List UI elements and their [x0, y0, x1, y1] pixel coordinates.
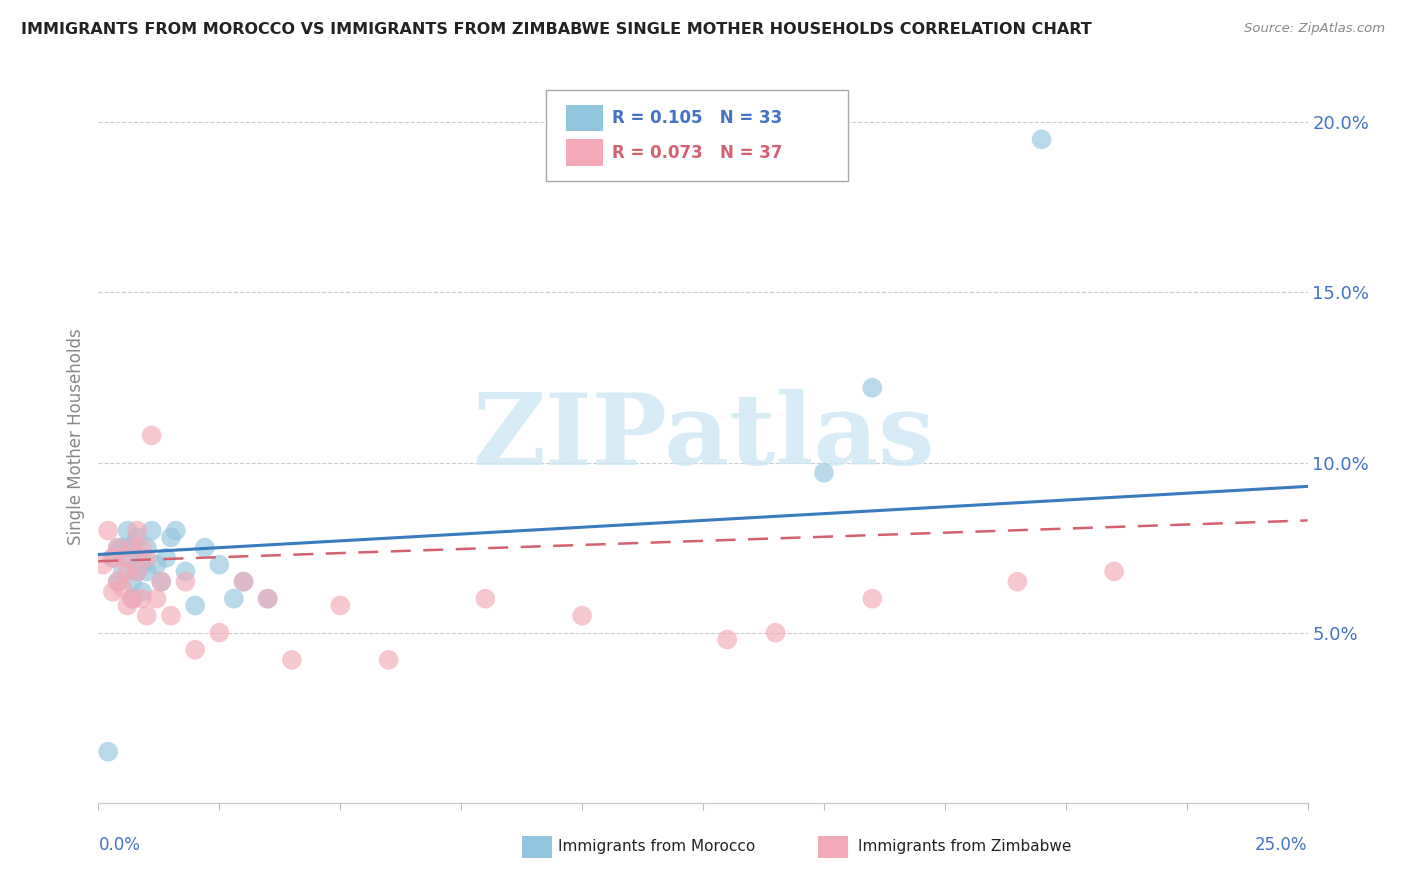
Point [135, 541, 157, 555]
Point [111, 565, 134, 579]
Point [208, 558, 231, 572]
Point [160, 608, 183, 623]
Point [184, 599, 207, 613]
Point [141, 428, 163, 442]
Point [150, 574, 173, 589]
Text: R = 0.105   N = 33: R = 0.105 N = 33 [613, 109, 783, 128]
Point [1102, 565, 1125, 579]
Point [141, 524, 163, 538]
Point [127, 565, 149, 579]
Point [107, 541, 129, 555]
Point [135, 550, 157, 565]
Point [117, 599, 139, 613]
Point [184, 642, 207, 657]
Text: Source: ZipAtlas.com: Source: ZipAtlas.com [1244, 22, 1385, 36]
Text: Immigrants from Morocco: Immigrants from Morocco [558, 839, 755, 855]
Point [860, 381, 883, 395]
Point [131, 591, 153, 606]
Point [131, 541, 153, 555]
Point [174, 565, 197, 579]
Point [145, 558, 167, 572]
Point [101, 585, 124, 599]
Text: ZIPatlas: ZIPatlas [472, 389, 934, 485]
Point [145, 591, 167, 606]
FancyBboxPatch shape [567, 105, 603, 131]
Point [121, 541, 143, 555]
Point [150, 574, 173, 589]
Point [121, 541, 143, 555]
Point [571, 608, 593, 623]
Point [155, 550, 177, 565]
FancyBboxPatch shape [522, 836, 551, 858]
Point [135, 565, 157, 579]
Point [111, 550, 134, 565]
Point [127, 524, 149, 538]
Point [232, 574, 254, 589]
Y-axis label: Single Mother Households: Single Mother Households [66, 329, 84, 545]
Text: R = 0.073   N = 37: R = 0.073 N = 37 [613, 144, 783, 161]
Point [165, 524, 187, 538]
FancyBboxPatch shape [818, 836, 848, 858]
Point [174, 574, 197, 589]
Point [377, 653, 399, 667]
Point [101, 550, 124, 565]
Point [121, 574, 143, 589]
Point [97, 745, 120, 759]
Point [111, 541, 134, 555]
Point [107, 574, 129, 589]
Point [1031, 132, 1053, 146]
Point [222, 591, 245, 606]
Point [194, 541, 217, 555]
Point [256, 591, 278, 606]
Text: Immigrants from Zimbabwe: Immigrants from Zimbabwe [858, 839, 1071, 855]
Point [716, 632, 738, 647]
Point [256, 591, 278, 606]
Point [107, 574, 129, 589]
Point [131, 585, 153, 599]
Point [101, 550, 124, 565]
Point [474, 591, 496, 606]
Point [91, 558, 114, 572]
Point [111, 582, 134, 596]
Point [127, 531, 149, 545]
Point [97, 524, 120, 538]
Point [208, 625, 231, 640]
Point [131, 558, 153, 572]
Point [135, 608, 157, 623]
Text: 0.0%: 0.0% [98, 836, 141, 854]
Point [127, 565, 149, 579]
Point [860, 591, 883, 606]
Point [1007, 574, 1029, 589]
Point [813, 466, 835, 480]
Point [117, 524, 139, 538]
Point [232, 574, 254, 589]
Text: IMMIGRANTS FROM MOROCCO VS IMMIGRANTS FROM ZIMBABWE SINGLE MOTHER HOUSEHOLDS COR: IMMIGRANTS FROM MOROCCO VS IMMIGRANTS FR… [21, 22, 1092, 37]
Point [107, 541, 129, 555]
Point [121, 591, 143, 606]
Point [160, 531, 183, 545]
Point [765, 625, 787, 640]
Point [329, 599, 352, 613]
FancyBboxPatch shape [567, 139, 603, 166]
Point [117, 565, 139, 579]
Point [121, 591, 143, 606]
Text: 25.0%: 25.0% [1256, 836, 1308, 854]
Point [281, 653, 304, 667]
Point [117, 550, 139, 565]
FancyBboxPatch shape [546, 90, 848, 181]
